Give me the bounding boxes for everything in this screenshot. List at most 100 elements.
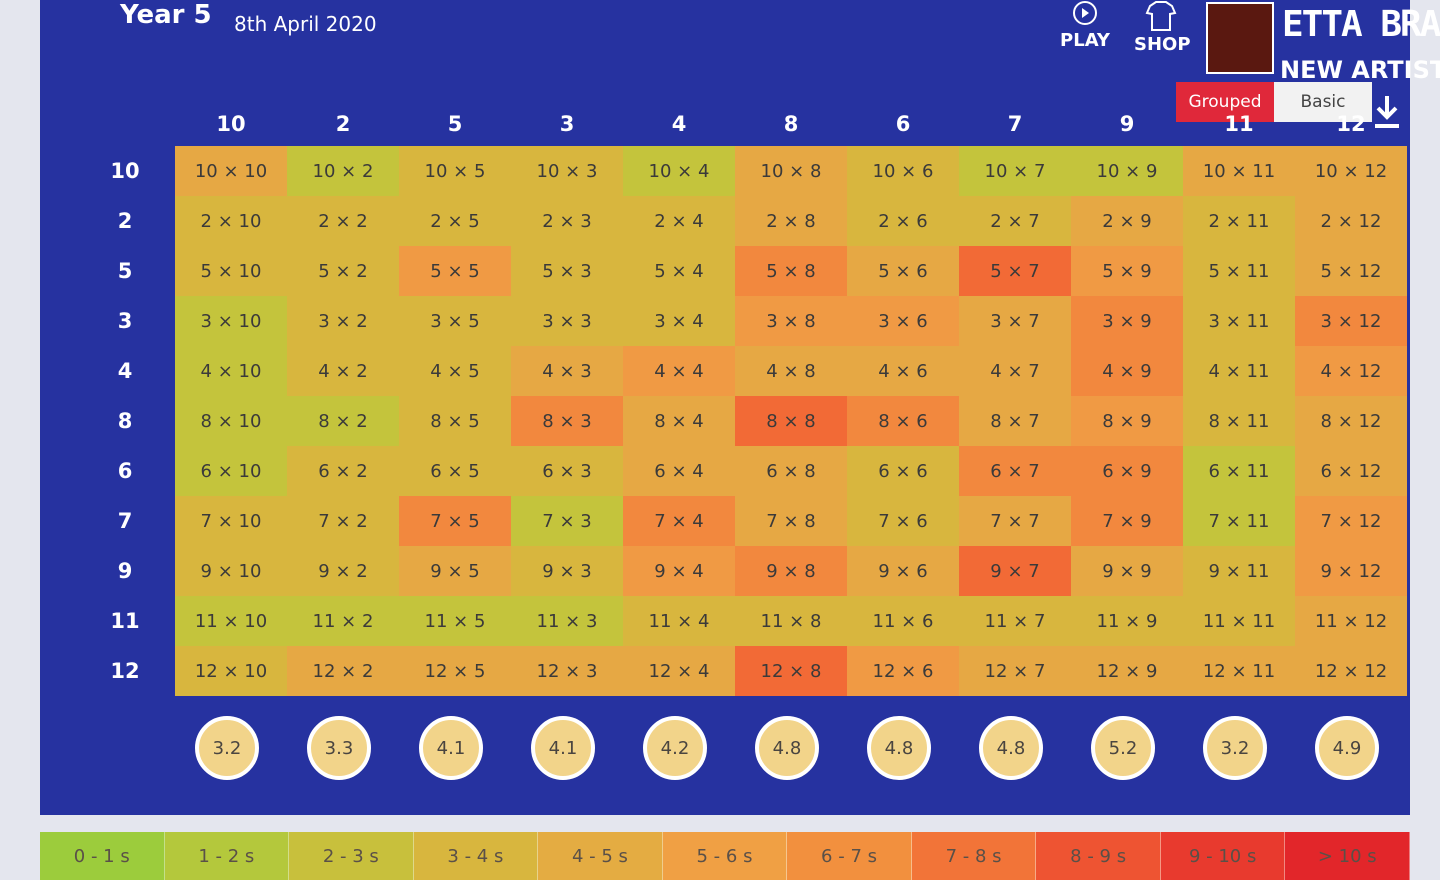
table-cell[interactable]: 10 × 8 xyxy=(735,146,847,196)
table-cell[interactable]: 11 × 5 xyxy=(399,596,511,646)
table-cell[interactable]: 10 × 3 xyxy=(511,146,623,196)
table-cell[interactable]: 3 × 7 xyxy=(959,296,1071,346)
table-cell[interactable]: 5 × 5 xyxy=(399,246,511,296)
play-icon[interactable] xyxy=(1070,0,1100,30)
table-cell[interactable]: 2 × 2 xyxy=(287,196,399,246)
table-cell[interactable]: 6 × 5 xyxy=(399,446,511,496)
table-cell[interactable]: 11 × 2 xyxy=(287,596,399,646)
table-cell[interactable]: 11 × 9 xyxy=(1071,596,1183,646)
table-cell[interactable]: 7 × 5 xyxy=(399,496,511,546)
table-cell[interactable]: 10 × 10 xyxy=(175,146,287,196)
table-cell[interactable]: 12 × 8 xyxy=(735,646,847,696)
table-cell[interactable]: 4 × 9 xyxy=(1071,346,1183,396)
table-cell[interactable]: 7 × 11 xyxy=(1183,496,1295,546)
table-cell[interactable]: 4 × 5 xyxy=(399,346,511,396)
table-cell[interactable]: 5 × 2 xyxy=(287,246,399,296)
table-cell[interactable]: 8 × 2 xyxy=(287,396,399,446)
table-cell[interactable]: 5 × 11 xyxy=(1183,246,1295,296)
table-cell[interactable]: 6 × 3 xyxy=(511,446,623,496)
table-cell[interactable]: 6 × 2 xyxy=(287,446,399,496)
table-cell[interactable]: 3 × 5 xyxy=(399,296,511,346)
avatar[interactable] xyxy=(1206,2,1274,74)
table-cell[interactable]: 3 × 4 xyxy=(623,296,735,346)
table-cell[interactable]: 5 × 6 xyxy=(847,246,959,296)
table-cell[interactable]: 9 × 8 xyxy=(735,546,847,596)
table-cell[interactable]: 10 × 12 xyxy=(1295,146,1407,196)
table-cell[interactable]: 7 × 2 xyxy=(287,496,399,546)
table-cell[interactable]: 11 × 4 xyxy=(623,596,735,646)
table-cell[interactable]: 12 × 9 xyxy=(1071,646,1183,696)
table-cell[interactable]: 7 × 10 xyxy=(175,496,287,546)
table-cell[interactable]: 7 × 12 xyxy=(1295,496,1407,546)
table-cell[interactable]: 2 × 12 xyxy=(1295,196,1407,246)
table-cell[interactable]: 10 × 6 xyxy=(847,146,959,196)
table-cell[interactable]: 7 × 4 xyxy=(623,496,735,546)
table-cell[interactable]: 11 × 7 xyxy=(959,596,1071,646)
table-cell[interactable]: 12 × 3 xyxy=(511,646,623,696)
table-cell[interactable]: 3 × 6 xyxy=(847,296,959,346)
table-cell[interactable]: 4 × 3 xyxy=(511,346,623,396)
table-cell[interactable]: 10 × 11 xyxy=(1183,146,1295,196)
table-cell[interactable]: 12 × 6 xyxy=(847,646,959,696)
table-cell[interactable]: 8 × 11 xyxy=(1183,396,1295,446)
table-cell[interactable]: 5 × 3 xyxy=(511,246,623,296)
table-cell[interactable]: 8 × 6 xyxy=(847,396,959,446)
table-cell[interactable]: 10 × 9 xyxy=(1071,146,1183,196)
table-cell[interactable]: 10 × 2 xyxy=(287,146,399,196)
table-cell[interactable]: 3 × 8 xyxy=(735,296,847,346)
table-cell[interactable]: 10 × 4 xyxy=(623,146,735,196)
table-cell[interactable]: 4 × 8 xyxy=(735,346,847,396)
table-cell[interactable]: 12 × 11 xyxy=(1183,646,1295,696)
table-cell[interactable]: 11 × 11 xyxy=(1183,596,1295,646)
table-cell[interactable]: 11 × 8 xyxy=(735,596,847,646)
table-cell[interactable]: 4 × 7 xyxy=(959,346,1071,396)
table-cell[interactable]: 12 × 7 xyxy=(959,646,1071,696)
table-cell[interactable]: 11 × 6 xyxy=(847,596,959,646)
table-cell[interactable]: 5 × 9 xyxy=(1071,246,1183,296)
shop-icon[interactable] xyxy=(1144,0,1178,32)
table-cell[interactable]: 12 × 5 xyxy=(399,646,511,696)
table-cell[interactable]: 6 × 8 xyxy=(735,446,847,496)
table-cell[interactable]: 6 × 11 xyxy=(1183,446,1295,496)
table-cell[interactable]: 12 × 10 xyxy=(175,646,287,696)
table-cell[interactable]: 6 × 12 xyxy=(1295,446,1407,496)
table-cell[interactable]: 9 × 7 xyxy=(959,546,1071,596)
table-cell[interactable]: 9 × 9 xyxy=(1071,546,1183,596)
table-cell[interactable]: 2 × 10 xyxy=(175,196,287,246)
table-cell[interactable]: 8 × 7 xyxy=(959,396,1071,446)
table-cell[interactable]: 12 × 4 xyxy=(623,646,735,696)
table-cell[interactable]: 3 × 3 xyxy=(511,296,623,346)
table-cell[interactable]: 6 × 10 xyxy=(175,446,287,496)
table-cell[interactable]: 8 × 3 xyxy=(511,396,623,446)
table-cell[interactable]: 2 × 4 xyxy=(623,196,735,246)
table-cell[interactable]: 9 × 5 xyxy=(399,546,511,596)
table-cell[interactable]: 12 × 12 xyxy=(1295,646,1407,696)
table-cell[interactable]: 9 × 6 xyxy=(847,546,959,596)
table-cell[interactable]: 12 × 2 xyxy=(287,646,399,696)
table-cell[interactable]: 2 × 7 xyxy=(959,196,1071,246)
table-cell[interactable]: 9 × 12 xyxy=(1295,546,1407,596)
table-cell[interactable]: 3 × 11 xyxy=(1183,296,1295,346)
table-cell[interactable]: 5 × 4 xyxy=(623,246,735,296)
table-cell[interactable]: 9 × 2 xyxy=(287,546,399,596)
table-cell[interactable]: 11 × 10 xyxy=(175,596,287,646)
table-cell[interactable]: 7 × 3 xyxy=(511,496,623,546)
table-cell[interactable]: 6 × 9 xyxy=(1071,446,1183,496)
table-cell[interactable]: 10 × 5 xyxy=(399,146,511,196)
table-cell[interactable]: 11 × 12 xyxy=(1295,596,1407,646)
table-cell[interactable]: 6 × 7 xyxy=(959,446,1071,496)
table-cell[interactable]: 6 × 6 xyxy=(847,446,959,496)
table-cell[interactable]: 8 × 12 xyxy=(1295,396,1407,446)
table-cell[interactable]: 9 × 11 xyxy=(1183,546,1295,596)
table-cell[interactable]: 7 × 7 xyxy=(959,496,1071,546)
table-cell[interactable]: 9 × 4 xyxy=(623,546,735,596)
table-cell[interactable]: 4 × 6 xyxy=(847,346,959,396)
table-cell[interactable]: 4 × 12 xyxy=(1295,346,1407,396)
table-cell[interactable]: 11 × 3 xyxy=(511,596,623,646)
table-cell[interactable]: 4 × 2 xyxy=(287,346,399,396)
table-cell[interactable]: 6 × 4 xyxy=(623,446,735,496)
table-cell[interactable]: 8 × 10 xyxy=(175,396,287,446)
table-cell[interactable]: 2 × 3 xyxy=(511,196,623,246)
table-cell[interactable]: 2 × 5 xyxy=(399,196,511,246)
table-cell[interactable]: 2 × 6 xyxy=(847,196,959,246)
